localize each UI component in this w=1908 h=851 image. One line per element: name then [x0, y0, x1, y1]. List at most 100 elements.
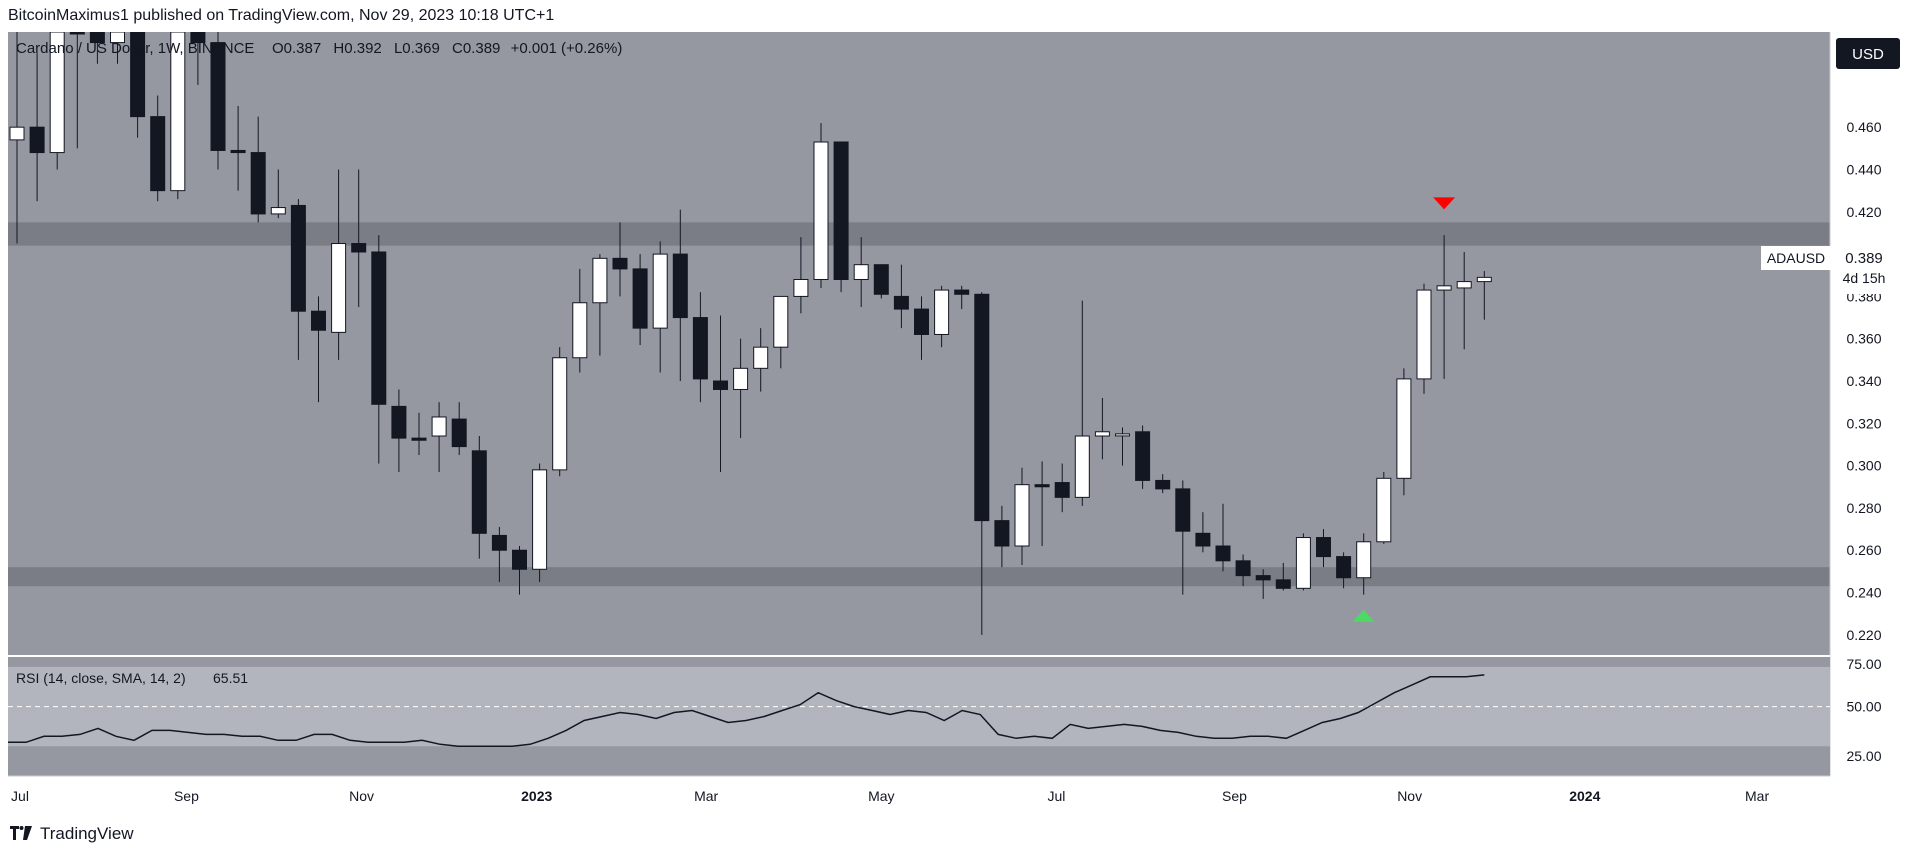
candle-body: [411, 437, 427, 441]
candle-body: [1295, 537, 1311, 589]
change-value: +0.001 (+0.26%): [511, 40, 623, 57]
candle: [532, 463, 548, 582]
time-tick-label: Mar: [694, 788, 718, 804]
candle-body: [652, 253, 668, 329]
candle: [793, 237, 809, 314]
low-label: L: [394, 40, 402, 57]
candle: [974, 292, 990, 635]
candle: [491, 526, 507, 582]
candle-body: [1094, 431, 1110, 437]
candle: [692, 292, 708, 403]
time-axis-ticks: Jul Sep Nov 2023 Mar May Jul Sep Nov 2024 Mar: [11, 788, 1769, 804]
price-tick-label: 0.320: [1846, 415, 1881, 431]
low-value: 0.369: [402, 40, 440, 57]
candle-body: [391, 405, 407, 439]
price-tick-label: 0.240: [1846, 585, 1881, 601]
time-tick-label: Nov: [349, 788, 374, 804]
candle-body: [210, 42, 226, 151]
open-label: O: [272, 40, 284, 57]
zones-layer: [8, 222, 1830, 587]
candle-body: [150, 116, 166, 192]
currency-button[interactable]: [1836, 38, 1900, 69]
price-tick-label: 0.460: [1846, 119, 1881, 135]
time-tick-label: Nov: [1397, 788, 1422, 804]
candle: [1155, 474, 1171, 494]
candle-body: [1135, 431, 1151, 481]
green-up-arrow-icon: [1352, 609, 1375, 622]
candle: [672, 209, 688, 382]
candle-body: [1175, 488, 1191, 532]
currency-button-label: USD: [1852, 46, 1884, 63]
svg-text:O0.387 H0.392 L0.3: O0.387 H0.392 L0.369 C0.389 +0.001 (+0.2…: [272, 40, 622, 57]
candle: [1336, 552, 1352, 589]
resistance-zone: [8, 222, 1830, 246]
candle: [411, 412, 427, 456]
candle: [1014, 467, 1030, 566]
candle-body: [351, 243, 367, 253]
high-value: 0.392: [344, 40, 382, 57]
chart-area[interactable]: Cardano / US Dollar, 1W, BINANCE O0.387 …: [0, 32, 1908, 817]
candle: [371, 235, 387, 464]
candle: [893, 264, 909, 329]
candle-body: [110, 32, 125, 44]
candle: [994, 505, 1010, 568]
candle: [853, 237, 869, 307]
candle: [331, 169, 347, 360]
candle: [592, 254, 608, 356]
candle-body: [1356, 541, 1372, 579]
price-pane-background: [8, 32, 1830, 656]
candle: [713, 315, 728, 472]
candle-body: [69, 32, 85, 35]
price-tag-symbol-box: [1761, 246, 1831, 270]
candle-body: [592, 257, 608, 304]
candle-body: [471, 450, 487, 534]
time-tick-label: Sep: [174, 788, 199, 804]
candle: [773, 295, 789, 369]
candle-body: [170, 32, 186, 192]
candle: [612, 222, 628, 297]
candle: [290, 199, 306, 360]
candle-body: [672, 253, 688, 319]
rsi-label: RSI (14, close, SMA, 14, 2): [16, 670, 186, 686]
candle-body: [1155, 479, 1171, 490]
candle: [833, 141, 849, 293]
candle: [29, 53, 45, 202]
candle: [1376, 471, 1392, 544]
candle: [753, 328, 769, 392]
candle: [1275, 562, 1291, 591]
candle: [391, 389, 407, 472]
markers-layer: [1352, 197, 1456, 622]
close-label: C: [452, 40, 463, 57]
price-axis-background: [1830, 32, 1908, 776]
price-tag-price-box: [1831, 244, 1897, 294]
candles-layer: [9, 32, 1492, 635]
candle: [451, 402, 467, 456]
candle: [210, 32, 226, 170]
candle: [1396, 368, 1412, 496]
candle-body: [632, 268, 648, 329]
candle-body: [311, 310, 326, 331]
candle: [873, 264, 889, 299]
candle: [1456, 251, 1472, 350]
candle-body: [250, 152, 266, 215]
candle-body: [270, 207, 286, 215]
candle: [9, 32, 25, 244]
candle: [572, 268, 588, 373]
candle-body: [793, 278, 809, 297]
candle: [110, 32, 125, 64]
candle-body: [1456, 281, 1472, 289]
candle: [230, 106, 246, 191]
candle-body: [934, 289, 950, 335]
price-tick-label: 0.340: [1846, 373, 1881, 389]
candle: [49, 32, 65, 170]
candle-body: [130, 32, 146, 118]
candle-body: [431, 416, 447, 437]
candle-body: [1436, 285, 1452, 291]
price-tick-label: 0.280: [1846, 500, 1881, 516]
candle: [1356, 533, 1372, 595]
candle: [934, 285, 950, 348]
candle-body: [1034, 484, 1050, 488]
candle-body: [552, 357, 568, 471]
candle: [914, 296, 929, 360]
candle-body: [1396, 378, 1412, 479]
